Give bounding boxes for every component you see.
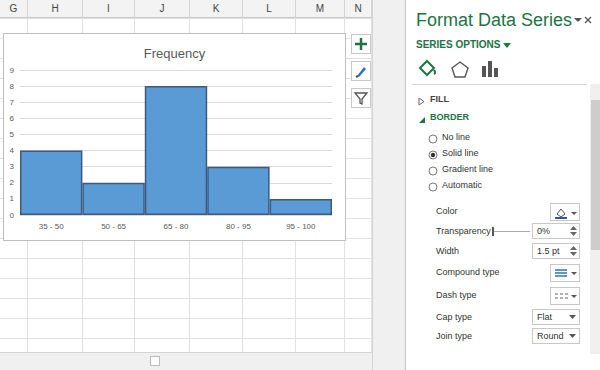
svg-text:5: 5: [10, 130, 15, 139]
svg-text:2: 2: [10, 178, 15, 187]
svg-text:80 - 95: 80 - 95: [226, 222, 251, 231]
html-text:I: I: [107, 3, 110, 14]
html-text:G: G: [9, 3, 18, 14]
html-text:FILL: FILL: [430, 94, 449, 104]
svg-text:1: 1: [10, 194, 15, 203]
svg-text:50 - 65: 50 - 65: [101, 222, 126, 231]
html-text:Format Data Series: Format Data Series: [416, 10, 573, 30]
html-text:Gradient line: Gradient line: [442, 164, 493, 174]
svg-text:8: 8: [10, 82, 15, 91]
svg-text:7: 7: [10, 98, 15, 107]
svg-text:65 - 80: 65 - 80: [164, 222, 189, 231]
html-text:No line: No line: [442, 132, 470, 142]
html-text:H: H: [51, 3, 59, 14]
svg-text:9: 9: [10, 66, 15, 75]
svg-text:6: 6: [10, 114, 15, 123]
html-text:Transparency: Transparency: [436, 226, 491, 236]
svg-text:4: 4: [10, 146, 15, 155]
html-text:SERIES OPTIONS: SERIES OPTIONS: [416, 39, 501, 50]
html-text:BORDER: BORDER: [430, 112, 469, 122]
html-text:Automatic: Automatic: [442, 180, 482, 190]
svg-text:3: 3: [10, 162, 15, 171]
html-text:Flat: Flat: [537, 312, 552, 322]
html-text:N: N: [354, 3, 362, 14]
html-text:L: L: [266, 3, 272, 14]
svg-text:95 - 100: 95 - 100: [286, 222, 316, 231]
html-text:Width: Width: [436, 246, 459, 256]
html-text:Join type: Join type: [436, 331, 472, 341]
html-text:Solid line: Solid line: [442, 148, 479, 158]
svg-text:Frequency: Frequency: [144, 46, 206, 61]
html-text:K: K: [212, 3, 220, 14]
html-text:1.5 pt: 1.5 pt: [537, 246, 560, 256]
html-text:Round: Round: [537, 331, 564, 341]
html-text:Dash type: Dash type: [436, 290, 477, 300]
svg-text:35 - 50: 35 - 50: [39, 222, 64, 231]
html-text:M: M: [315, 3, 325, 14]
html-text:Cap type: Cap type: [436, 312, 472, 322]
html-text:Color: Color: [436, 206, 458, 216]
html-text:Compound type: Compound type: [436, 267, 500, 277]
svg-text:0: 0: [10, 211, 15, 220]
html-text:J: J: [159, 3, 165, 14]
html-text:0%: 0%: [537, 226, 550, 236]
